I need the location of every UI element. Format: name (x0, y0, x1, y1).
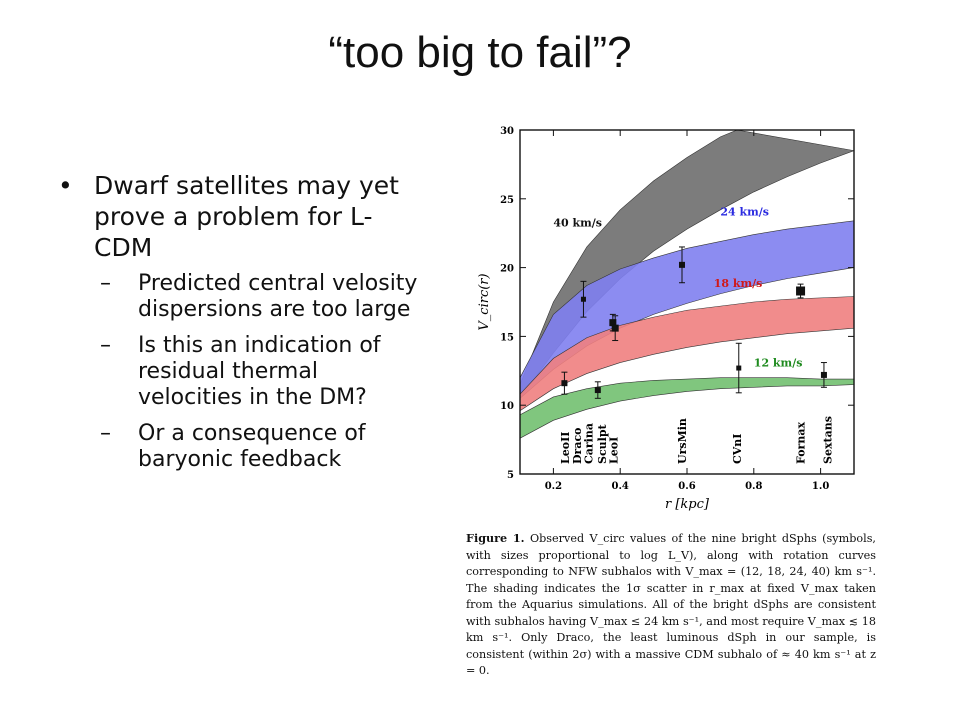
sub-bullet-dash: – (100, 333, 111, 358)
band-label: 40 km/s (553, 216, 602, 229)
data-point-ursmin (678, 261, 685, 268)
sub-bullet-list: – Predicted central velosity dispersions … (58, 271, 418, 473)
galaxy-label: Carina (582, 423, 595, 464)
bullet-list: • Dwarf satellites may yet prove a probl… (58, 170, 418, 483)
sub-bullet: – Predicted central velosity dispersions … (100, 271, 418, 323)
galaxy-label: Sextans (821, 416, 834, 464)
y-axis-label: V_circ(r) (477, 273, 492, 330)
galaxy-label: Fornax (795, 422, 808, 464)
y-tick-label: 5 (507, 470, 514, 481)
bullet-dot: • (58, 171, 73, 200)
main-bullet-text: Dwarf satellites may yet prove a problem… (94, 171, 399, 262)
galaxy-label: UrsMin (676, 418, 689, 464)
data-point-draco (580, 296, 586, 302)
x-tick-label: 0.2 (545, 481, 562, 492)
x-axis-label: r [kpc] (665, 497, 710, 512)
galaxy-label: Draco (571, 428, 584, 465)
y-tick-label: 20 (500, 264, 514, 275)
data-point-carina (594, 387, 601, 394)
data-point-leoii (561, 380, 568, 387)
galaxy-label: LeoII (559, 432, 572, 464)
galaxy-label: LeoI (608, 437, 621, 464)
bands-group (520, 130, 854, 439)
galaxy-label: CVnI (731, 434, 744, 464)
sub-bullet-text: Predicted central velosity dispersions a… (138, 271, 418, 322)
x-tick-label: 1.0 (812, 481, 829, 492)
galaxy-label: Sculpt (596, 423, 609, 464)
x-tick-label: 0.8 (745, 481, 762, 492)
x-tick-label: 0.4 (611, 481, 628, 492)
slide-title: “too big to fail”? (328, 28, 632, 77)
rotation-curve-figure: 0.2 0.4 0.6 0.8 1.0 5 10 15 20 25 30 r [kpc] V_circ(… (462, 112, 862, 532)
sub-bullet-dash: – (100, 421, 111, 446)
data-point-sculpt (609, 319, 617, 327)
data-point-fornax (796, 286, 806, 296)
figure-caption: Figure 1. Observed V_circ values of the … (466, 530, 876, 680)
main-bullet: • Dwarf satellites may yet prove a probl… (58, 170, 418, 263)
caption-text: Observed V_circ values of the nine brigh… (466, 532, 876, 677)
band-label: 18 km/s (714, 277, 763, 290)
data-point-leoi (611, 324, 619, 332)
band-label: 24 km/s (720, 205, 769, 218)
sub-bullet-text: Or a consequence of baryonic feedback (138, 421, 366, 472)
data-point-cvni (736, 365, 742, 371)
sub-bullet: – Is this an indication of residual therm… (100, 333, 418, 411)
rotation-curve-chart: 0.2 0.4 0.6 0.8 1.0 5 10 15 20 25 30 r [kpc] V_circ(… (477, 126, 855, 512)
sub-bullet: – Or a consequence of baryonic feedback (100, 421, 418, 473)
y-tick-label: 30 (500, 126, 514, 137)
band-12-km-s (520, 377, 854, 439)
sub-bullet-dash: – (100, 271, 111, 296)
sub-bullet-text: Is this an indication of residual therma… (138, 333, 381, 410)
band-18-km-s (520, 296, 854, 412)
y-tick-label: 25 (500, 195, 514, 206)
y-tick-label: 10 (500, 401, 514, 412)
y-tick-label: 15 (500, 332, 514, 343)
caption-label: Figure 1. (466, 531, 525, 545)
data-point-sextans (820, 371, 827, 378)
x-tick-label: 0.6 (678, 481, 695, 492)
band-label: 12 km/s (754, 357, 803, 370)
